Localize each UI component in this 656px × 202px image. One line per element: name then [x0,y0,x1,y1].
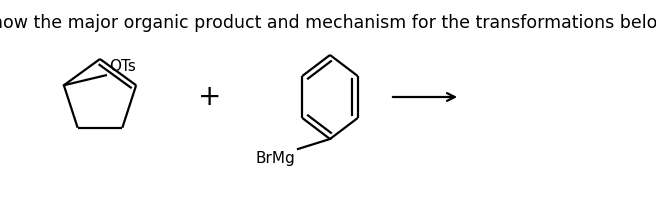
Text: OTs: OTs [109,59,136,74]
Text: +: + [198,83,222,111]
Text: BrMg: BrMg [255,151,295,166]
Text: Show the major organic product and mechanism for the transformations below.: Show the major organic product and mecha… [0,14,656,32]
